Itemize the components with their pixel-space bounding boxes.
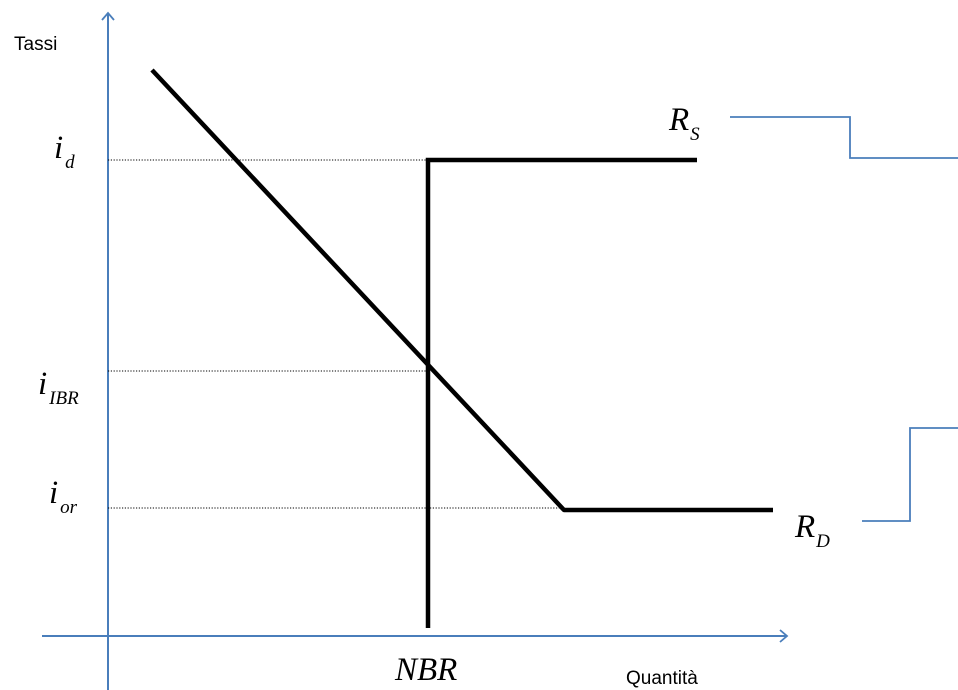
rd-label: RD [794,509,830,552]
x-axis-label: Quantità [626,668,698,689]
rs-subscript: S [690,124,700,145]
rd-main: R [794,509,815,545]
i-d-subscript: d [65,152,75,173]
i-or-label: i or [49,475,78,518]
nbr-label: NBR [394,652,457,688]
rd-subscript: D [815,531,830,552]
i-ibr-main: i [38,366,47,402]
i-or-subscript: or [60,497,78,518]
rd-connector-line [862,427,958,522]
i-or-main: i [49,475,58,511]
rs-main: R [668,102,689,138]
i-d-main: i [54,130,63,166]
y-axis-label: Tassi [14,34,57,55]
reserve-demand-curve [150,68,773,513]
reserve-supply-curve [425,157,697,628]
i-ibr-subscript: IBR [48,388,79,409]
i-ibr-label: i IBR [38,366,79,409]
rs-connector-line [730,116,958,159]
rs-label: RS [668,102,700,145]
